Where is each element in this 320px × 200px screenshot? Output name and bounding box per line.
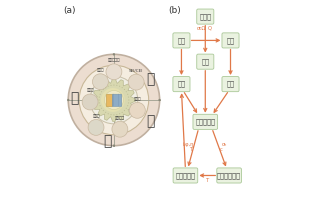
Text: 力: 力 [147,114,155,128]
Circle shape [103,110,104,111]
Circle shape [113,114,115,115]
Text: 化: 化 [147,72,155,86]
Circle shape [99,96,100,98]
Text: 化学能: 化学能 [199,13,211,20]
Text: 电: 电 [70,91,79,105]
Circle shape [99,99,100,101]
Circle shape [113,85,115,86]
Circle shape [128,102,129,104]
FancyBboxPatch shape [197,54,214,69]
Circle shape [126,91,127,92]
Circle shape [100,94,101,95]
Circle shape [68,54,160,146]
Circle shape [100,105,101,106]
Text: 热膨胀: 热膨胀 [92,114,100,118]
Text: σₑ: σₑ [222,142,228,147]
Circle shape [116,114,117,115]
Circle shape [105,87,106,88]
Circle shape [128,96,129,98]
Circle shape [113,144,115,147]
Circle shape [82,94,98,110]
Circle shape [127,94,128,95]
Circle shape [108,86,109,87]
Text: 温度: 温度 [178,81,186,87]
FancyBboxPatch shape [197,9,214,24]
Circle shape [108,113,109,114]
FancyBboxPatch shape [173,33,190,48]
Text: SEI/CEI: SEI/CEI [129,69,143,73]
Circle shape [88,119,104,135]
FancyBboxPatch shape [112,94,122,106]
Circle shape [126,108,127,109]
Circle shape [113,53,115,56]
Circle shape [79,65,149,135]
Text: 电能: 电能 [201,58,209,65]
Circle shape [106,64,122,80]
FancyBboxPatch shape [173,77,190,92]
FancyBboxPatch shape [222,77,239,92]
Circle shape [127,105,128,106]
Text: σ₀Ω: σ₀Ω [196,26,206,31]
Circle shape [116,85,117,86]
Circle shape [105,112,106,113]
Circle shape [112,121,128,137]
Circle shape [104,90,124,110]
FancyBboxPatch shape [193,114,218,129]
Text: Q: Q [207,26,211,31]
Text: T: T [206,178,209,183]
FancyBboxPatch shape [222,33,239,48]
Polygon shape [92,79,135,121]
Text: 膨胀: 膨胀 [227,81,235,87]
FancyBboxPatch shape [106,94,112,106]
Circle shape [99,102,100,104]
FancyBboxPatch shape [173,168,198,183]
Circle shape [110,85,112,86]
Circle shape [129,102,145,118]
Circle shape [119,113,120,114]
Circle shape [90,76,138,124]
Circle shape [101,108,102,109]
Circle shape [122,112,123,113]
Text: 热失控: 热失控 [86,88,94,92]
Text: 热传导模型: 热传导模型 [175,172,196,179]
Text: (b): (b) [169,6,181,15]
Text: c: c [220,147,223,152]
Text: 力能: 力能 [227,37,235,44]
Circle shape [101,91,102,92]
Circle shape [128,99,129,101]
Circle shape [92,74,108,90]
Circle shape [128,74,144,90]
Circle shape [103,89,104,90]
Text: 颗粒开裂: 颗粒开裂 [115,116,125,120]
Circle shape [122,87,123,88]
Circle shape [67,99,69,101]
Circle shape [124,89,125,90]
Circle shape [110,114,112,115]
FancyBboxPatch shape [217,168,241,183]
Circle shape [119,86,120,87]
Text: 浓分布: 浓分布 [97,68,104,72]
Circle shape [124,110,125,111]
Text: 固体力学模型: 固体力学模型 [217,172,241,179]
Circle shape [158,99,161,101]
Text: 热能: 热能 [178,37,186,44]
Text: 空间电荷层: 空间电荷层 [108,58,120,62]
Text: 电化学模型: 电化学模型 [195,119,215,125]
Text: 锂枝晶: 锂枝晶 [134,97,141,101]
Text: T: T [189,147,193,152]
Text: i,φ,η: i,φ,η [182,142,194,147]
Circle shape [101,88,125,112]
Text: 热: 热 [104,134,112,148]
Text: (a): (a) [63,6,76,15]
